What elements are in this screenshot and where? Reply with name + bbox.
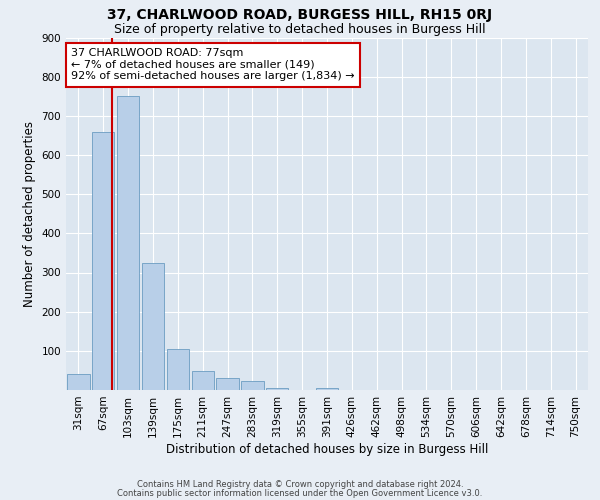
Bar: [92, 132, 115, 390]
Text: 37, CHARLWOOD ROAD, BURGESS HILL, RH15 0RJ: 37, CHARLWOOD ROAD, BURGESS HILL, RH15 0…: [107, 8, 493, 22]
Bar: [117, 96, 139, 390]
X-axis label: Distribution of detached houses by size in Burgess Hill: Distribution of detached houses by size …: [166, 442, 488, 456]
Bar: [241, 382, 263, 390]
Text: Contains public sector information licensed under the Open Government Licence v3: Contains public sector information licen…: [118, 488, 482, 498]
Bar: [191, 371, 214, 390]
Text: Contains HM Land Registry data © Crown copyright and database right 2024.: Contains HM Land Registry data © Crown c…: [137, 480, 463, 489]
Y-axis label: Number of detached properties: Number of detached properties: [23, 120, 36, 306]
Bar: [217, 378, 239, 390]
Bar: [67, 374, 89, 390]
Bar: [316, 388, 338, 390]
Text: Size of property relative to detached houses in Burgess Hill: Size of property relative to detached ho…: [114, 22, 486, 36]
Text: 37 CHARLWOOD ROAD: 77sqm
← 7% of detached houses are smaller (149)
92% of semi-d: 37 CHARLWOOD ROAD: 77sqm ← 7% of detache…: [71, 48, 355, 82]
Bar: [266, 388, 289, 390]
Bar: [167, 349, 189, 390]
Bar: [142, 262, 164, 390]
